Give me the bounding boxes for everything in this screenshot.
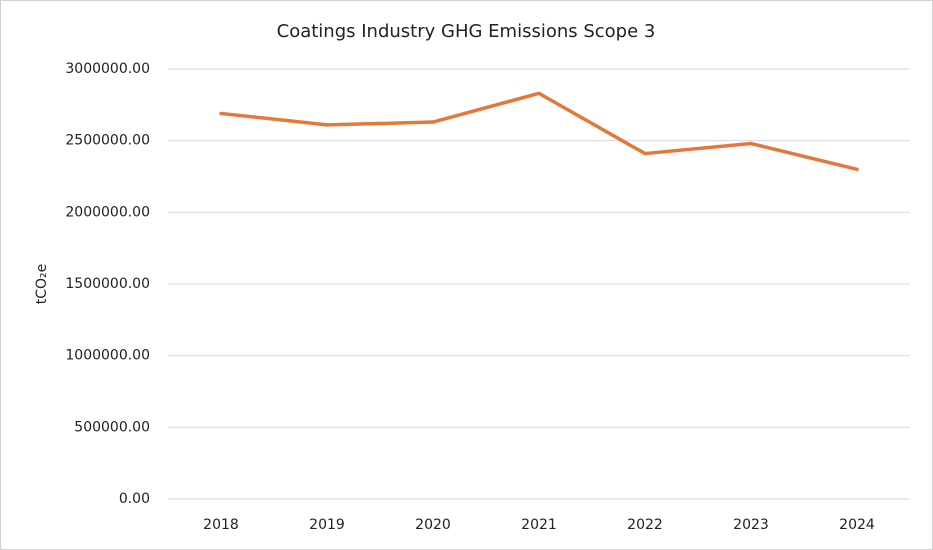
y-tick-label: 0.00 xyxy=(119,491,150,507)
data-line xyxy=(219,91,859,172)
x-tick-label: 2019 xyxy=(309,517,345,533)
x-tick-label: 2020 xyxy=(415,517,451,533)
x-tick-label: 2021 xyxy=(521,517,557,533)
x-tick-label: 2024 xyxy=(839,517,875,533)
y-tick-label: 500000.00 xyxy=(74,419,150,435)
y-tick-label: 1000000.00 xyxy=(65,348,150,364)
x-tick-label: 2018 xyxy=(203,517,239,533)
y-tick-label: 2500000.00 xyxy=(65,133,150,149)
y-tick-label: 3000000.00 xyxy=(65,61,150,77)
y-tick-label: 1500000.00 xyxy=(65,276,150,292)
x-tick-label: 2022 xyxy=(627,517,663,533)
chart-title: Coatings Industry GHG Emissions Scope 3 xyxy=(277,21,656,42)
y-tick-label: 2000000.00 xyxy=(65,204,150,220)
x-tick-label: 2023 xyxy=(733,517,769,533)
y-axis-label: tCO₂e xyxy=(34,264,50,305)
